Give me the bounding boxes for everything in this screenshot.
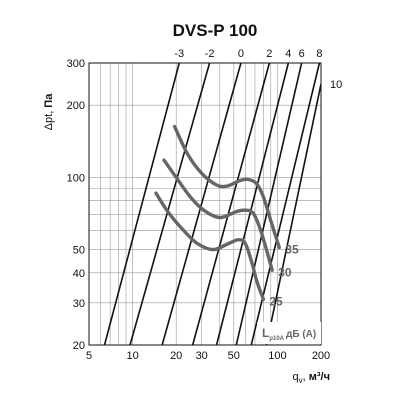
noise-curve [172,124,281,250]
noise-curve-label: 30 [278,265,292,279]
y-tick-label: 50 [73,245,85,257]
axes-layer [88,62,322,346]
damper-line-label: 2 [266,48,272,60]
x-tick-label: 100 [268,350,286,362]
damper-line-label: -3 [174,48,184,60]
damper-line [191,63,271,345]
noise-curve [162,158,274,272]
damper-line [161,63,242,345]
plot-frame [88,62,322,346]
y-tick-label: 30 [73,298,85,310]
damper-line-label: 6 [299,48,305,60]
damper-line [215,63,290,345]
noise-curve-label: 35 [285,243,299,257]
x-tick-label: 30 [196,350,208,362]
x-tick-label: 20 [170,350,182,362]
noise-legend: Lp10A дБ (А) [257,322,321,344]
damper-line-label: 0 [238,48,244,60]
damper-line [265,83,321,345]
damper-line-label: 8 [316,48,322,60]
damper-line [103,63,181,345]
damper-line [235,63,303,345]
y-tick-label: 300 [67,58,85,70]
x-axis-label: qv, м³/ч [293,371,331,385]
chart-title: DVS-P 100 [173,21,258,40]
x-tick-label: 200 [312,350,330,362]
y-tick-label: 100 [67,172,85,184]
noise-curve [154,191,266,302]
noise-curves-layer [154,124,281,302]
damper-line [129,63,211,345]
y-axis-label: Δpt, Па [43,93,55,131]
x-tick-label: 10 [126,350,138,362]
noise-curve-label: 25 [269,294,283,308]
damper-line-label: 10 [330,79,342,91]
x-tick-label: 50 [228,350,240,362]
noise-legend-label: Lp10A дБ (А) [262,326,316,342]
y-tick-label: 20 [73,340,85,352]
noise-legend-background [257,322,321,344]
labels-layer: 5 10 20 30 50 100 200 20 30 40 50 100 200 300 -3 -2 0 2 4 6… [67,48,343,362]
damper-line-label: -2 [205,48,215,60]
damper-line-label: 4 [285,48,291,60]
x-tick-label: 5 [86,350,92,362]
y-tick-label: 40 [73,268,85,280]
damper-lines-layer [103,63,321,345]
y-tick-label: 200 [67,100,85,112]
